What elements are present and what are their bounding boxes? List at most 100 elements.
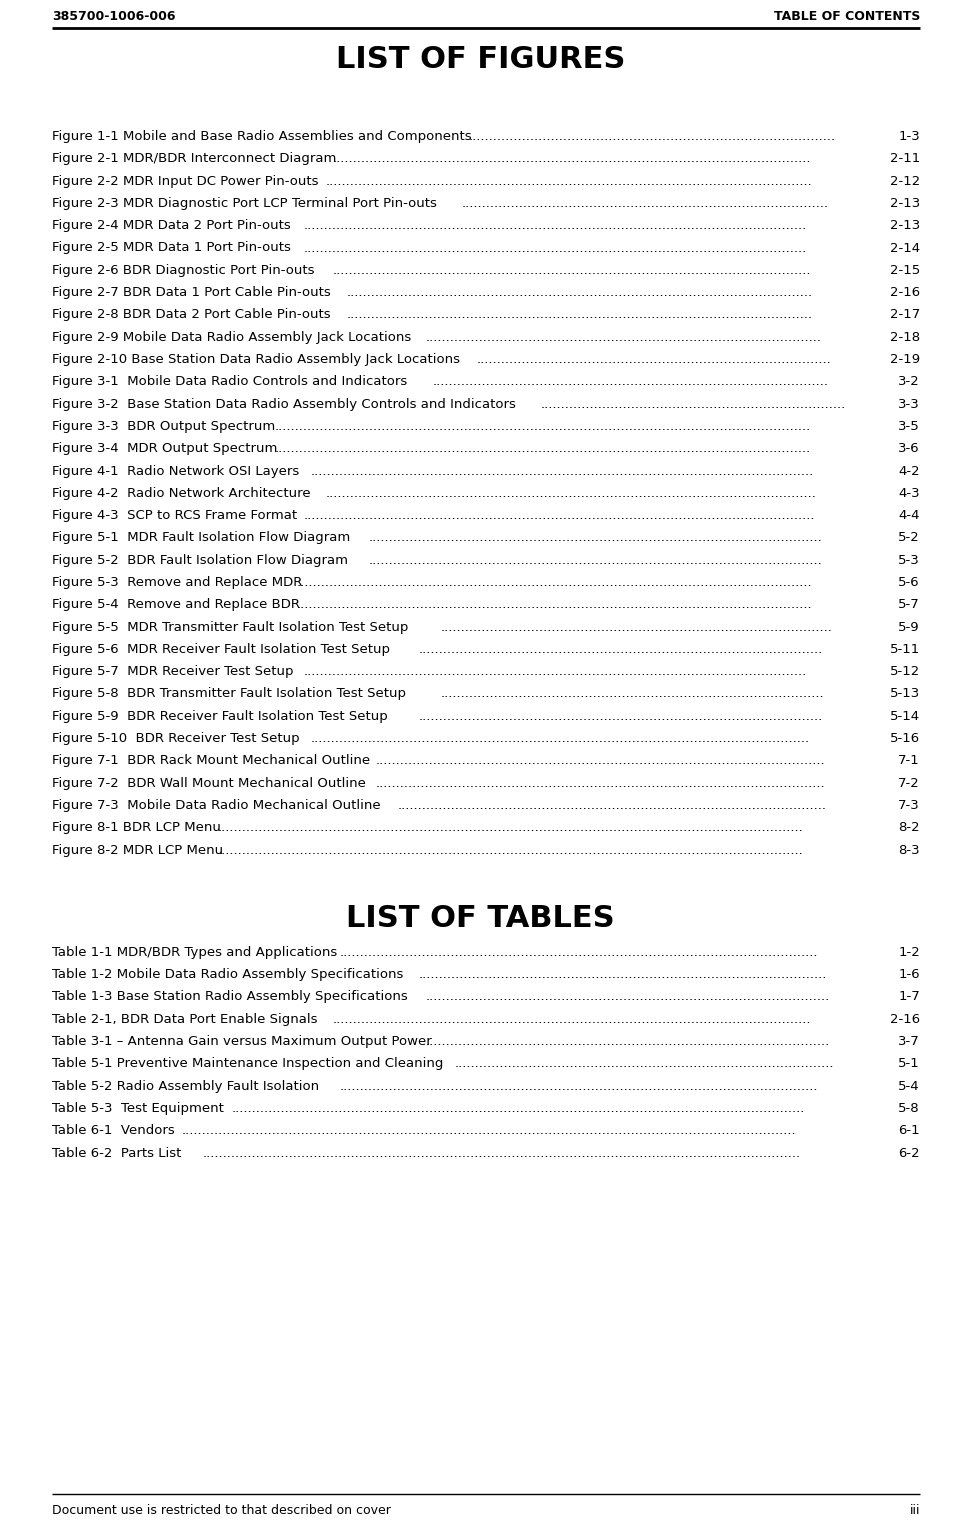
Text: 5-13: 5-13 (890, 687, 920, 701)
Text: ................................................................................: ........................................… (310, 732, 810, 746)
Text: 3-6: 3-6 (899, 442, 920, 456)
Text: 5-11: 5-11 (890, 643, 920, 657)
Text: Table 6-2  Parts List: Table 6-2 Parts List (52, 1146, 182, 1160)
Text: ................................................................................: ........................................… (426, 991, 830, 1003)
Text: 1-2: 1-2 (899, 946, 920, 959)
Text: 3-7: 3-7 (899, 1035, 920, 1048)
Text: 5-8: 5-8 (899, 1101, 920, 1115)
Text: Figure 5-5  MDR Transmitter Fault Isolation Test Setup: Figure 5-5 MDR Transmitter Fault Isolati… (52, 621, 408, 634)
Text: ................................................................................: ........................................… (419, 968, 827, 982)
Text: 6-2: 6-2 (899, 1146, 920, 1160)
Text: ................................................................................: ........................................… (310, 465, 814, 477)
Text: ................................................................................: ........................................… (182, 1124, 796, 1137)
Text: ................................................................................: ........................................… (275, 442, 811, 456)
Text: ................................................................................: ........................................… (426, 1035, 830, 1048)
Text: ................................................................................: ........................................… (376, 776, 825, 790)
Text: 1-7: 1-7 (899, 991, 920, 1003)
Text: ................................................................................: ........................................… (433, 376, 829, 388)
Text: 4-3: 4-3 (899, 486, 920, 500)
Text: Figure 8-2 MDR LCP Menu: Figure 8-2 MDR LCP Menu (52, 844, 223, 856)
Text: 2-19: 2-19 (890, 353, 920, 367)
Text: ................................................................................: ........................................… (339, 1080, 818, 1092)
Text: ................................................................................: ........................................… (232, 1101, 805, 1115)
Text: Figure 7-2  BDR Wall Mount Mechanical Outline: Figure 7-2 BDR Wall Mount Mechanical Out… (52, 776, 366, 790)
Text: ................................................................................: ........................................… (469, 130, 836, 143)
Text: ................................................................................: ........................................… (347, 308, 813, 322)
Text: ................................................................................: ........................................… (333, 264, 811, 276)
Text: Figure 2-10 Base Station Data Radio Assembly Jack Locations: Figure 2-10 Base Station Data Radio Asse… (52, 353, 460, 367)
Text: 5-1: 5-1 (899, 1057, 920, 1071)
Text: 7-2: 7-2 (899, 776, 920, 790)
Text: Figure 5-10  BDR Receiver Test Setup: Figure 5-10 BDR Receiver Test Setup (52, 732, 300, 746)
Text: 4-4: 4-4 (899, 509, 920, 522)
Text: LIST OF TABLES: LIST OF TABLES (346, 904, 615, 933)
Text: Figure 5-2  BDR Fault Isolation Flow Diagram: Figure 5-2 BDR Fault Isolation Flow Diag… (52, 554, 348, 566)
Text: Figure 5-8  BDR Transmitter Fault Isolation Test Setup: Figure 5-8 BDR Transmitter Fault Isolati… (52, 687, 406, 701)
Text: ................................................................................: ........................................… (376, 755, 825, 767)
Text: Figure 2-1 MDR/BDR Interconnect Diagram: Figure 2-1 MDR/BDR Interconnect Diagram (52, 152, 336, 166)
Text: 3-5: 3-5 (899, 420, 920, 433)
Text: Document use is restricted to that described on cover: Document use is restricted to that descr… (52, 1503, 391, 1517)
Text: LIST OF FIGURES: LIST OF FIGURES (335, 44, 626, 74)
Text: Table 5-1 Preventive Maintenance Inspection and Cleaning: Table 5-1 Preventive Maintenance Inspect… (52, 1057, 443, 1071)
Text: Figure 2-3 MDR Diagnostic Port LCP Terminal Port Pin-outs: Figure 2-3 MDR Diagnostic Port LCP Termi… (52, 196, 437, 210)
Text: Table 5-2 Radio Assembly Fault Isolation: Table 5-2 Radio Assembly Fault Isolation (52, 1080, 319, 1092)
Text: Figure 2-5 MDR Data 1 Port Pin-outs: Figure 2-5 MDR Data 1 Port Pin-outs (52, 241, 291, 255)
Text: ................................................................................: ........................................… (397, 799, 826, 811)
Text: Figure 2-7 BDR Data 1 Port Cable Pin-outs: Figure 2-7 BDR Data 1 Port Cable Pin-out… (52, 287, 331, 299)
Text: Figure 3-2  Base Station Data Radio Assembly Controls and Indicators: Figure 3-2 Base Station Data Radio Assem… (52, 397, 516, 411)
Text: ................................................................................: ........................................… (333, 1012, 811, 1026)
Text: Table 2-1, BDR Data Port Enable Signals: Table 2-1, BDR Data Port Enable Signals (52, 1012, 317, 1026)
Text: Table 6-1  Vendors: Table 6-1 Vendors (52, 1124, 175, 1137)
Text: 2-15: 2-15 (890, 264, 920, 276)
Text: Figure 5-6  MDR Receiver Fault Isolation Test Setup: Figure 5-6 MDR Receiver Fault Isolation … (52, 643, 390, 657)
Text: Figure 5-7  MDR Receiver Test Setup: Figure 5-7 MDR Receiver Test Setup (52, 666, 293, 678)
Text: ................................................................................: ........................................… (419, 643, 823, 657)
Text: Figure 2-9 Mobile Data Radio Assembly Jack Locations: Figure 2-9 Mobile Data Radio Assembly Ja… (52, 331, 411, 344)
Text: Figure 2-2 MDR Input DC Power Pin-outs: Figure 2-2 MDR Input DC Power Pin-outs (52, 175, 318, 187)
Text: ................................................................................: ........................................… (368, 531, 823, 545)
Text: ................................................................................: ........................................… (462, 196, 829, 210)
Text: 3-2: 3-2 (899, 376, 920, 388)
Text: 2-11: 2-11 (890, 152, 920, 166)
Text: 8-2: 8-2 (899, 821, 920, 834)
Text: ................................................................................: ........................................… (203, 1146, 801, 1160)
Text: ................................................................................: ........................................… (275, 420, 811, 433)
Text: 5-2: 5-2 (899, 531, 920, 545)
Text: 5-12: 5-12 (890, 666, 920, 678)
Text: Figure 7-1  BDR Rack Mount Mechanical Outline: Figure 7-1 BDR Rack Mount Mechanical Out… (52, 755, 370, 767)
Text: Table 1-3 Base Station Radio Assembly Specifications: Table 1-3 Base Station Radio Assembly Sp… (52, 991, 407, 1003)
Text: 2-17: 2-17 (890, 308, 920, 322)
Text: ................................................................................: ........................................… (297, 575, 812, 589)
Text: Figure 5-1  MDR Fault Isolation Flow Diagram: Figure 5-1 MDR Fault Isolation Flow Diag… (52, 531, 350, 545)
Text: Figure 4-3  SCP to RCS Frame Format: Figure 4-3 SCP to RCS Frame Format (52, 509, 297, 522)
Text: 5-9: 5-9 (899, 621, 920, 634)
Text: 1-6: 1-6 (899, 968, 920, 982)
Text: ................................................................................: ........................................… (217, 821, 803, 834)
Text: ................................................................................: ........................................… (455, 1057, 834, 1071)
Text: 2-13: 2-13 (890, 196, 920, 210)
Text: 5-14: 5-14 (890, 710, 920, 723)
Text: 2-12: 2-12 (890, 175, 920, 187)
Text: Figure 1-1 Mobile and Base Radio Assemblies and Components: Figure 1-1 Mobile and Base Radio Assembl… (52, 130, 472, 143)
Text: Figure 4-2  Radio Network Architecture: Figure 4-2 Radio Network Architecture (52, 486, 310, 500)
Text: ................................................................................: ........................................… (477, 353, 831, 367)
Text: 4-2: 4-2 (899, 465, 920, 477)
Text: 3-3: 3-3 (899, 397, 920, 411)
Text: 2-18: 2-18 (890, 331, 920, 344)
Text: 7-3: 7-3 (899, 799, 920, 811)
Text: 385700-1006-006: 385700-1006-006 (52, 11, 176, 23)
Text: ................................................................................: ........................................… (325, 175, 812, 187)
Text: Table 1-2 Mobile Data Radio Assembly Specifications: Table 1-2 Mobile Data Radio Assembly Spe… (52, 968, 404, 982)
Text: 2-14: 2-14 (890, 241, 920, 255)
Text: ................................................................................: ........................................… (325, 486, 816, 500)
Text: ................................................................................: ........................................… (304, 666, 807, 678)
Text: 7-1: 7-1 (899, 755, 920, 767)
Text: Table 3-1 – Antenna Gain versus Maximum Output Power: Table 3-1 – Antenna Gain versus Maximum … (52, 1035, 431, 1048)
Text: 5-6: 5-6 (899, 575, 920, 589)
Text: 2-16: 2-16 (890, 287, 920, 299)
Text: Figure 5-3  Remove and Replace MDR: Figure 5-3 Remove and Replace MDR (52, 575, 303, 589)
Text: Figure 8-1 BDR LCP Menu: Figure 8-1 BDR LCP Menu (52, 821, 221, 834)
Text: 2-16: 2-16 (890, 1012, 920, 1026)
Text: iii: iii (909, 1503, 920, 1517)
